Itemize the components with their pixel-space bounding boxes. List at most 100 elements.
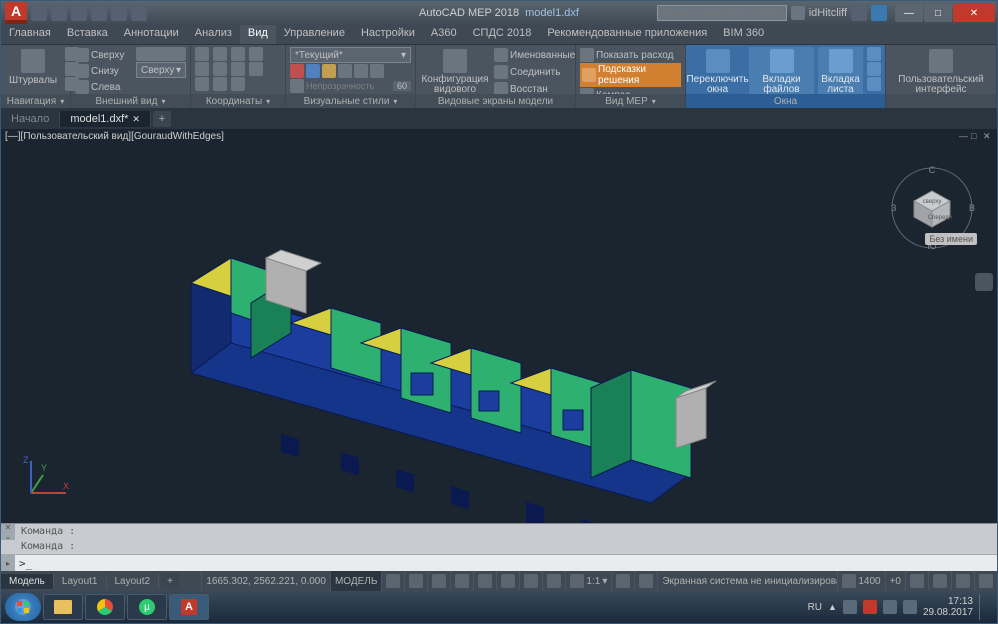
polar-icon[interactable]: [455, 574, 469, 588]
help-icon[interactable]: [871, 5, 887, 21]
color-icon[interactable]: [354, 64, 368, 78]
status-offset[interactable]: +0: [885, 571, 905, 591]
workspace-icon[interactable]: [842, 574, 856, 588]
show-desktop-button[interactable]: [979, 594, 987, 620]
app-logo[interactable]: A: [5, 2, 27, 24]
tray-icon[interactable]: [843, 600, 857, 614]
navbar-toggle-icon[interactable]: [975, 273, 993, 291]
vp-maximize-icon[interactable]: □: [971, 131, 981, 141]
otrack-icon[interactable]: [501, 574, 515, 588]
tray-network-icon[interactable]: [883, 600, 897, 614]
menu-tab-active[interactable]: Вид: [240, 25, 276, 44]
ortho-icon[interactable]: [432, 574, 446, 588]
menu-tab[interactable]: A360: [423, 25, 465, 44]
ucs-icon[interactable]: [213, 62, 227, 76]
isolate-icon[interactable]: [933, 574, 947, 588]
exchange-icon[interactable]: [851, 5, 867, 21]
color-icon[interactable]: [370, 64, 384, 78]
customize-icon[interactable]: [979, 574, 993, 588]
menu-tab[interactable]: Главная: [1, 25, 59, 44]
panel-title[interactable]: Координаты: [191, 94, 285, 108]
minimize-button[interactable]: —: [895, 4, 923, 22]
close-button[interactable]: ✕: [953, 4, 995, 22]
layout-tab-model[interactable]: Модель: [1, 574, 54, 589]
add-layout-button[interactable]: +: [161, 573, 179, 589]
menu-tab[interactable]: СПДС 2018: [465, 25, 540, 44]
tile-h-icon[interactable]: [867, 47, 881, 61]
color-icon[interactable]: [290, 64, 304, 78]
gear-icon[interactable]: [616, 574, 630, 588]
command-input[interactable]: [36, 557, 997, 570]
ucs-icon[interactable]: [231, 77, 245, 91]
ucs-icon[interactable]: [213, 47, 227, 61]
ucs-icon[interactable]: [195, 47, 209, 61]
visual-style-dropdown[interactable]: *Текущий*▾: [290, 47, 411, 63]
ucs-icon[interactable]: [249, 47, 263, 61]
menu-tab[interactable]: Настройки: [353, 25, 423, 44]
menu-tab[interactable]: Вставка: [59, 25, 116, 44]
doc-tab-start[interactable]: Начало: [1, 111, 60, 127]
tray-lang[interactable]: RU: [808, 602, 822, 613]
qat-open-icon[interactable]: [51, 5, 67, 21]
view-dropdown[interactable]: Сверху▾: [136, 62, 186, 78]
cmd-handle[interactable]: ✕⌄: [1, 524, 15, 540]
cmd-menu-icon[interactable]: ▸: [1, 555, 15, 571]
ui-button[interactable]: Пользовательский интерфейс: [901, 47, 981, 97]
menu-tab[interactable]: Анализ: [187, 25, 240, 44]
user-signin[interactable]: idHitcliff: [791, 6, 847, 20]
panel-title[interactable]: Вид MEP: [576, 94, 685, 108]
named-button[interactable]: Именованные: [494, 47, 575, 63]
ucs-icon[interactable]: [249, 62, 263, 76]
close-tab-icon[interactable]: ✕: [132, 114, 140, 125]
tray-up-icon[interactable]: ▲: [828, 602, 837, 612]
vp-minimize-icon[interactable]: —: [959, 131, 969, 141]
panel-title[interactable]: Внешний вид: [71, 94, 190, 108]
show-flow-button[interactable]: Показать расход: [580, 47, 681, 63]
doc-tab-active[interactable]: model1.dxf*✕: [60, 111, 151, 127]
color-icon[interactable]: [322, 64, 336, 78]
layout-tab[interactable]: Layout1: [54, 574, 107, 589]
add-tab-button[interactable]: +: [153, 111, 171, 127]
tray-icon[interactable]: [863, 600, 877, 614]
search-input[interactable]: [657, 5, 787, 21]
tray-clock[interactable]: 17:13 29.08.2017: [923, 596, 973, 618]
qat-print-icon[interactable]: [131, 5, 147, 21]
join-button[interactable]: Соединить: [494, 64, 575, 80]
qat-undo-icon[interactable]: [91, 5, 107, 21]
solution-tips-button[interactable]: Подсказки решения: [580, 63, 681, 87]
layout-tab-button[interactable]: Вкладка листа: [818, 47, 863, 97]
task-autocad[interactable]: A: [169, 594, 209, 620]
lineweight-icon[interactable]: [524, 574, 538, 588]
ucs-icon[interactable]: [195, 62, 209, 76]
qat-new-icon[interactable]: [31, 5, 47, 21]
qat-redo-icon[interactable]: [111, 5, 127, 21]
ucs-icon[interactable]: [213, 77, 227, 91]
snap-icon[interactable]: [409, 574, 423, 588]
color-icon[interactable]: [338, 64, 352, 78]
menu-tab[interactable]: Аннотации: [116, 25, 187, 44]
file-tabs-button[interactable]: Вкладки файлов: [749, 47, 814, 97]
task-chrome[interactable]: [85, 594, 125, 620]
status-annotation[interactable]: Экранная система не инициализирована: [657, 571, 837, 591]
task-explorer[interactable]: [43, 594, 83, 620]
switch-windows-button[interactable]: Переключить окна: [690, 47, 745, 97]
ucs-icon[interactable]: [231, 62, 245, 76]
tray-volume-icon[interactable]: [903, 600, 917, 614]
opacity-icon[interactable]: [290, 79, 304, 93]
viewcube-name-label[interactable]: Без имени: [925, 233, 977, 245]
viewport-label[interactable]: [—][Пользовательский вид][GouraudWithEdg…: [5, 131, 224, 142]
viewport[interactable]: С В Ю З сверху Спереди Без имени X Y: [1, 143, 997, 523]
annotation-icon[interactable]: [639, 574, 653, 588]
task-utorrent[interactable]: µ: [127, 594, 167, 620]
osnap-icon[interactable]: [478, 574, 492, 588]
status-model[interactable]: МОДЕЛЬ: [330, 571, 381, 591]
start-button[interactable]: [5, 593, 41, 621]
menu-tab[interactable]: Управление: [276, 25, 353, 44]
cascade-icon[interactable]: [867, 77, 881, 91]
status-scale[interactable]: 1:1▾: [565, 571, 611, 591]
vp-close-icon[interactable]: ✕: [983, 131, 993, 141]
hardware-icon[interactable]: [910, 574, 924, 588]
panel-title[interactable]: Навигация: [1, 94, 70, 108]
menu-tab[interactable]: BIM 360: [715, 25, 772, 44]
grid-icon[interactable]: [386, 574, 400, 588]
